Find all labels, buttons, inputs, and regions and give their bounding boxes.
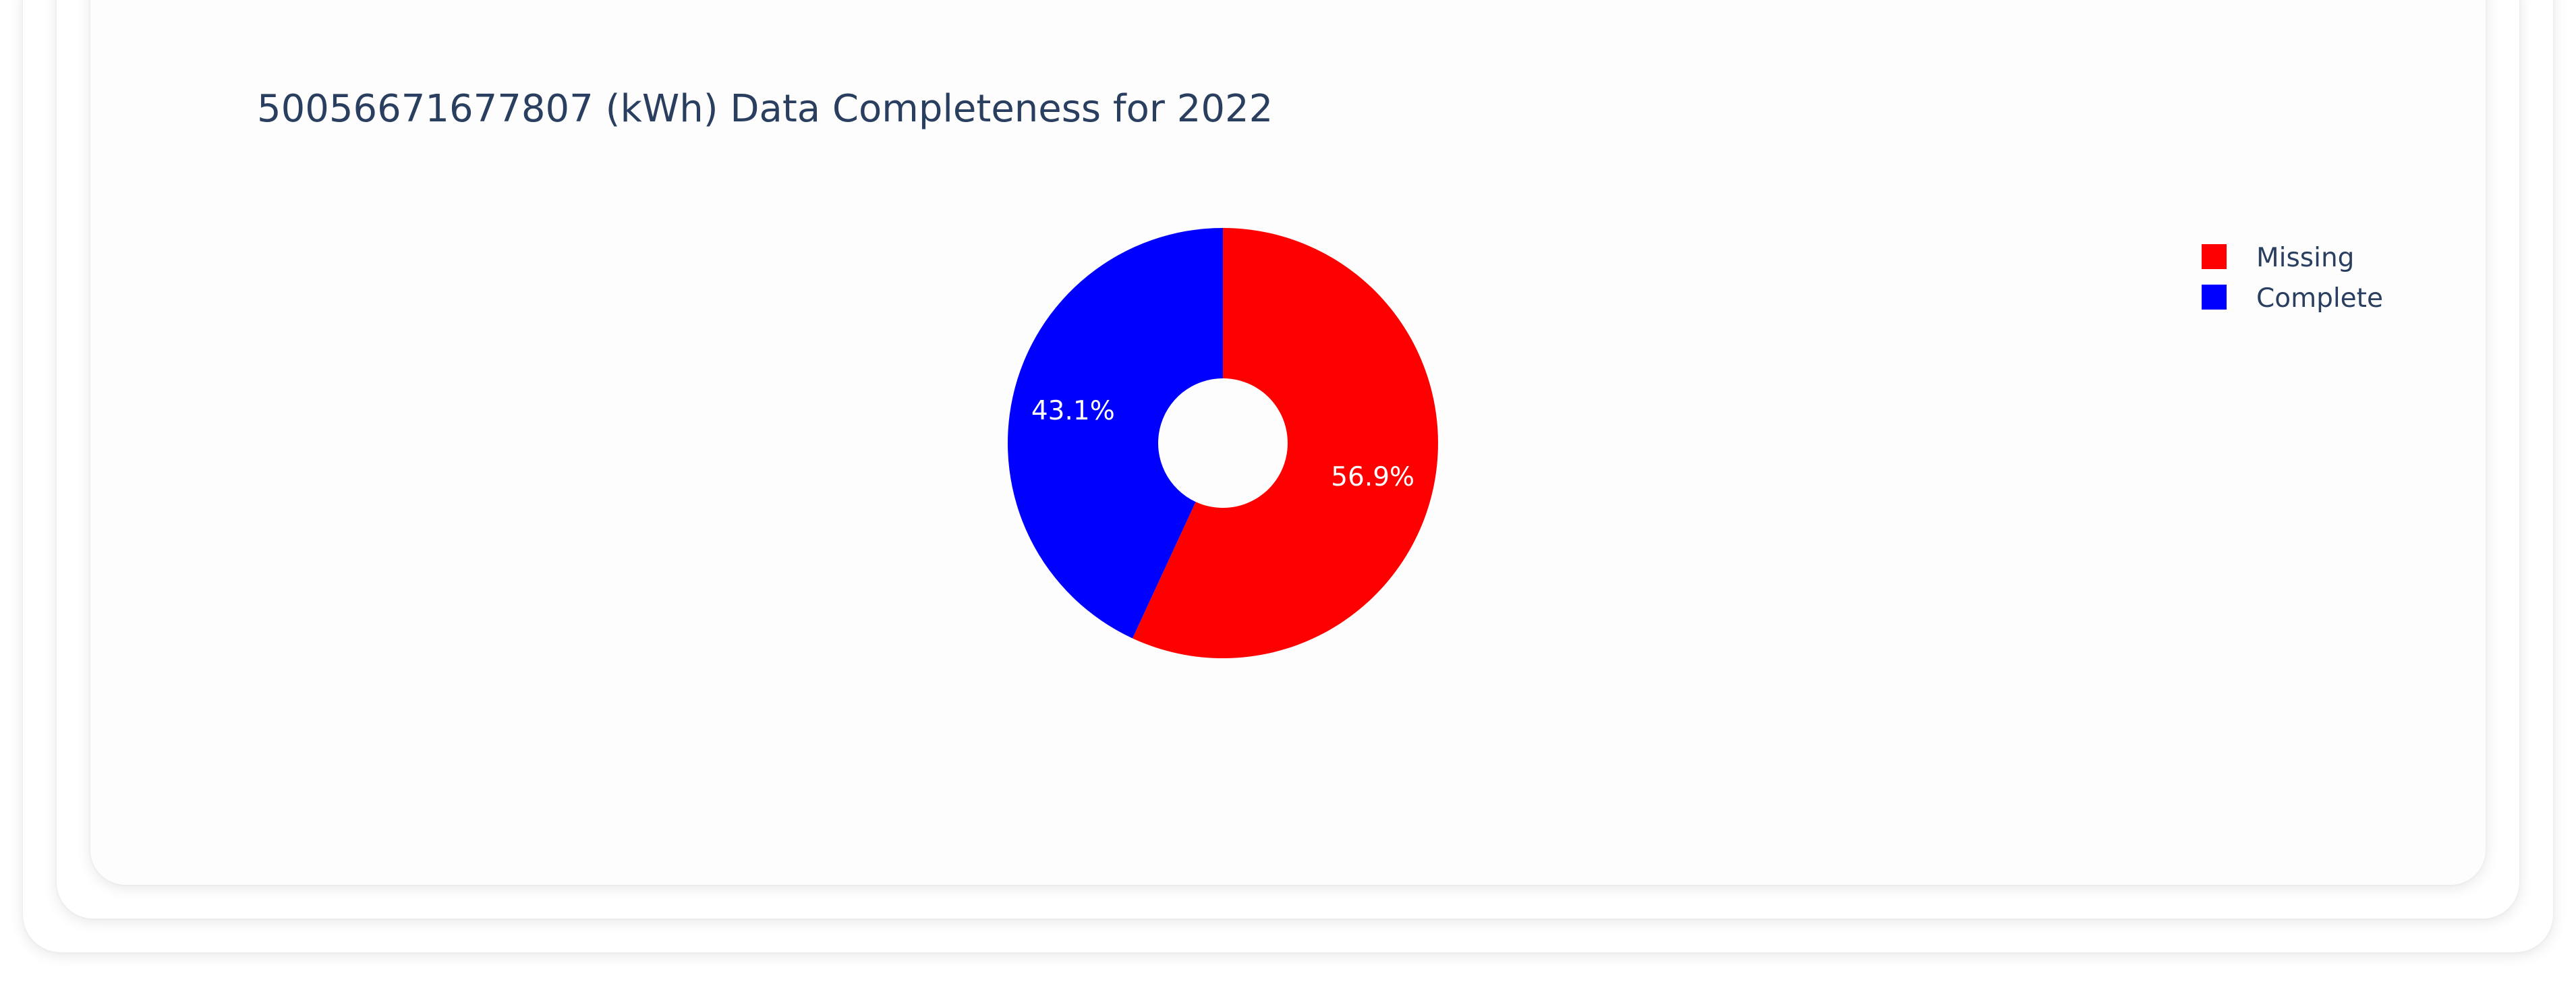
chart-title: 50056671677807 (kWh) Data Completeness f…	[257, 87, 1273, 131]
legend-swatch-missing	[2202, 244, 2227, 269]
pie-slice-complete[interactable]	[1008, 228, 1223, 639]
pie-slice-missing[interactable]	[1132, 228, 1438, 658]
pie-slice-labels: 56.9% 43.1%	[1031, 396, 1414, 492]
legend-label-complete: Complete	[2256, 283, 2383, 314]
slice-label-missing: 56.9%	[1331, 462, 1414, 492]
slice-label-complete: 43.1%	[1031, 396, 1115, 426]
legend-label-missing: Missing	[2256, 243, 2354, 273]
legend-item-complete[interactable]: Complete	[2202, 283, 2383, 314]
pie-slices	[1008, 228, 1438, 658]
chart-legend: Missing Complete	[2202, 243, 2383, 314]
legend-swatch-complete	[2202, 285, 2227, 310]
legend-item-missing[interactable]: Missing	[2202, 243, 2354, 273]
